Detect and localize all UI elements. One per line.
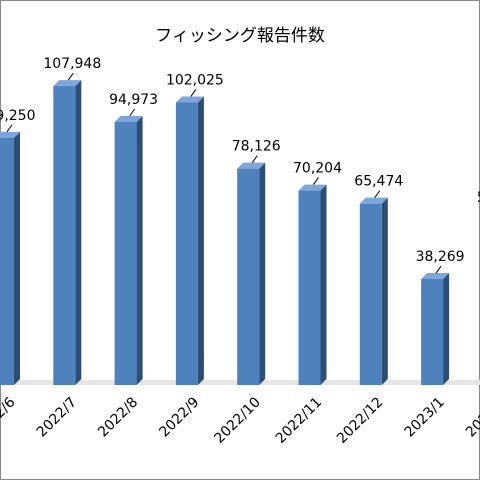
bar-side: [320, 184, 327, 385]
bar-side: [197, 96, 204, 385]
bar: [53, 86, 76, 385]
value-label: 38,269: [416, 249, 465, 265]
bar-top: [0, 131, 20, 138]
bar-top: [421, 273, 450, 280]
leader-line: [374, 190, 381, 198]
leader-line: [435, 265, 442, 274]
bar: [0, 137, 14, 385]
bar-side: [443, 273, 450, 385]
bar-side: [14, 131, 20, 385]
value-label: 89,250: [0, 108, 36, 124]
bar: [421, 279, 444, 385]
bar-top: [359, 197, 388, 204]
value-label: 102,025: [166, 72, 224, 88]
leader-line: [313, 177, 319, 185]
bar-top: [114, 115, 143, 122]
leader-line: [6, 124, 13, 133]
bar-side: [136, 115, 143, 385]
bar-top: [175, 96, 204, 103]
value-label: 59,528: [477, 190, 480, 206]
bar-side: [259, 162, 266, 385]
value-label: 65,474: [354, 174, 403, 190]
value-label: 107,948: [43, 56, 101, 72]
bar: [114, 121, 137, 385]
value-label: 94,973: [109, 92, 158, 108]
leader-line: [67, 72, 74, 81]
bar: [175, 102, 198, 385]
bar-top: [53, 80, 82, 87]
chart-title: フィッシング報告件数: [155, 26, 325, 46]
bar: [359, 203, 382, 385]
bar-top: [237, 162, 266, 169]
bar: [237, 168, 260, 385]
bar: [298, 190, 321, 385]
bar-top: [298, 184, 327, 191]
leader-line: [190, 89, 197, 97]
bar-side: [381, 197, 388, 385]
bar-side: [75, 80, 82, 385]
value-label: 78,126: [232, 139, 281, 155]
value-label: 70,204: [293, 161, 342, 177]
leader-line: [129, 108, 136, 117]
leader-line: [251, 155, 258, 163]
